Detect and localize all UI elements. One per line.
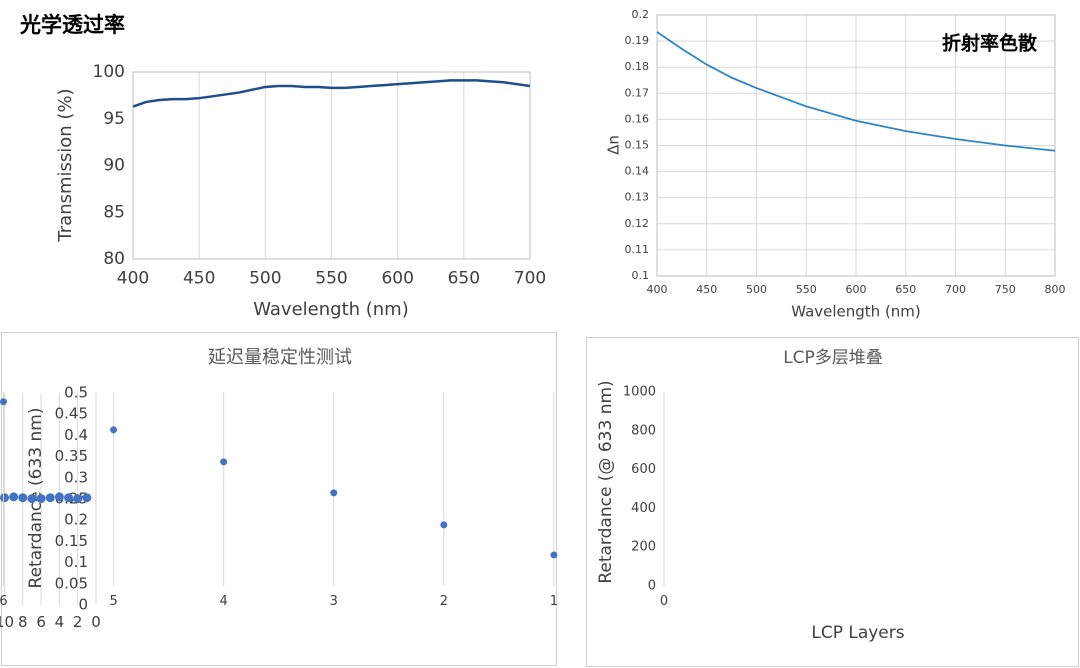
chart-title: LCP多层堆叠 bbox=[783, 348, 883, 368]
y-axis-label: Retardance (@ 633 nm) bbox=[596, 380, 616, 583]
plot-frame bbox=[656, 14, 1056, 277]
chart-frame bbox=[586, 337, 1079, 667]
x-tick-label: 8 bbox=[18, 613, 28, 631]
data-point bbox=[18, 493, 28, 503]
y-tick-label: 0.2 bbox=[632, 8, 650, 21]
chart-title: 延迟量稳定性测试 bbox=[208, 347, 352, 368]
y-axis-label: Transmission (%) bbox=[55, 88, 76, 242]
data-point bbox=[330, 489, 338, 497]
y-tick-label: 0.2 bbox=[64, 511, 88, 529]
x-tick-label: 400 bbox=[647, 283, 668, 296]
data-point bbox=[0, 398, 7, 406]
y-tick-label: 800 bbox=[631, 423, 656, 438]
y-tick-label: 0 bbox=[648, 579, 656, 594]
x-tick-label: 450 bbox=[696, 283, 717, 296]
x-tick-label: 0 bbox=[91, 613, 101, 631]
x-tick-label: 700 bbox=[514, 268, 546, 288]
y-tick-label: 0.5 bbox=[64, 384, 88, 402]
x-tick-label: 700 bbox=[945, 283, 966, 296]
data-point bbox=[440, 521, 448, 529]
data-line bbox=[656, 31, 1056, 152]
y-tick-label: 600 bbox=[631, 462, 656, 477]
x-tick-label: 0 bbox=[660, 594, 668, 609]
data-point bbox=[54, 492, 64, 502]
data-point bbox=[82, 493, 92, 503]
y-tick-label: 0.14 bbox=[625, 165, 650, 178]
x-tick-label: 1 bbox=[550, 594, 558, 609]
data-point bbox=[110, 426, 118, 434]
y-axis-label: Δn bbox=[605, 135, 623, 155]
y-tick-label: 85 bbox=[103, 202, 125, 222]
data-point bbox=[9, 492, 19, 502]
y-tick-label: 0.19 bbox=[625, 34, 650, 47]
x-tick-label: 650 bbox=[448, 268, 480, 288]
y-tick-label: 0.1 bbox=[632, 269, 650, 282]
data-point bbox=[0, 493, 9, 503]
data-point bbox=[27, 494, 37, 504]
y-tick-label: 0.15 bbox=[625, 139, 650, 152]
x-tick-label: 10 bbox=[0, 613, 14, 631]
x-tick-label: 5 bbox=[109, 594, 117, 609]
x-tick-label: 2 bbox=[440, 594, 448, 609]
y-tick-label: 0.35 bbox=[55, 447, 88, 465]
plot-frame bbox=[132, 71, 531, 260]
data-point bbox=[45, 493, 55, 503]
y-tick-label: 0.4 bbox=[64, 426, 88, 444]
x-tick-label: 4 bbox=[220, 594, 228, 609]
y-tick-label: 80 bbox=[103, 249, 125, 269]
y-tick-label: 0 bbox=[78, 596, 88, 614]
data-point bbox=[64, 493, 74, 503]
y-tick-label: 100 bbox=[93, 62, 125, 82]
x-tick-label: 500 bbox=[746, 283, 767, 296]
y-tick-label: 0.15 bbox=[55, 532, 88, 550]
chart-title: 折射率色散 bbox=[942, 32, 1037, 55]
x-tick-label: 6 bbox=[36, 613, 46, 631]
data-point bbox=[550, 551, 558, 559]
x-tick-label: 600 bbox=[381, 268, 413, 288]
y-tick-label: 0.3 bbox=[64, 468, 88, 486]
y-tick-label: 0.45 bbox=[55, 405, 88, 423]
x-tick-label: 500 bbox=[249, 268, 281, 288]
y-tick-label: 0.11 bbox=[625, 243, 650, 256]
y-tick-label: 0.12 bbox=[625, 217, 650, 230]
x-axis-label: Wavelength (nm) bbox=[791, 303, 921, 321]
x-tick-label: 3 bbox=[330, 594, 338, 609]
x-tick-label: 2 bbox=[73, 613, 83, 631]
x-axis-label: LCP Layers bbox=[811, 623, 904, 643]
x-tick-label: 800 bbox=[1045, 283, 1066, 296]
y-tick-label: 0.17 bbox=[625, 86, 650, 99]
y-tick-label: 0.1 bbox=[64, 553, 88, 571]
x-tick-label: 450 bbox=[183, 268, 215, 288]
data-line bbox=[132, 79, 531, 108]
x-tick-label: 600 bbox=[846, 283, 867, 296]
x-tick-label: 4 bbox=[55, 613, 65, 631]
y-tick-label: 0.05 bbox=[55, 574, 88, 592]
data-point bbox=[73, 494, 83, 504]
x-tick-label: 6 bbox=[0, 594, 8, 609]
y-tick-label: 0.18 bbox=[625, 60, 650, 73]
y-tick-label: 0.16 bbox=[625, 112, 650, 125]
data-point bbox=[220, 458, 228, 466]
x-tick-label: 400 bbox=[117, 268, 149, 288]
x-tick-label: 550 bbox=[315, 268, 347, 288]
y-tick-label: 0.13 bbox=[625, 191, 650, 204]
x-axis-label: Wavelength (nm) bbox=[253, 299, 409, 320]
y-tick-label: 95 bbox=[103, 109, 125, 129]
x-tick-label: 650 bbox=[895, 283, 916, 296]
x-tick-label: 550 bbox=[796, 283, 817, 296]
y-tick-label: 1000 bbox=[623, 385, 656, 400]
x-tick-label: 750 bbox=[995, 283, 1016, 296]
data-point bbox=[36, 494, 46, 504]
chart-title: 光学透过率 bbox=[19, 13, 125, 37]
y-tick-label: 400 bbox=[631, 501, 656, 516]
y-tick-label: 90 bbox=[103, 156, 125, 176]
y-tick-label: 200 bbox=[631, 540, 656, 555]
